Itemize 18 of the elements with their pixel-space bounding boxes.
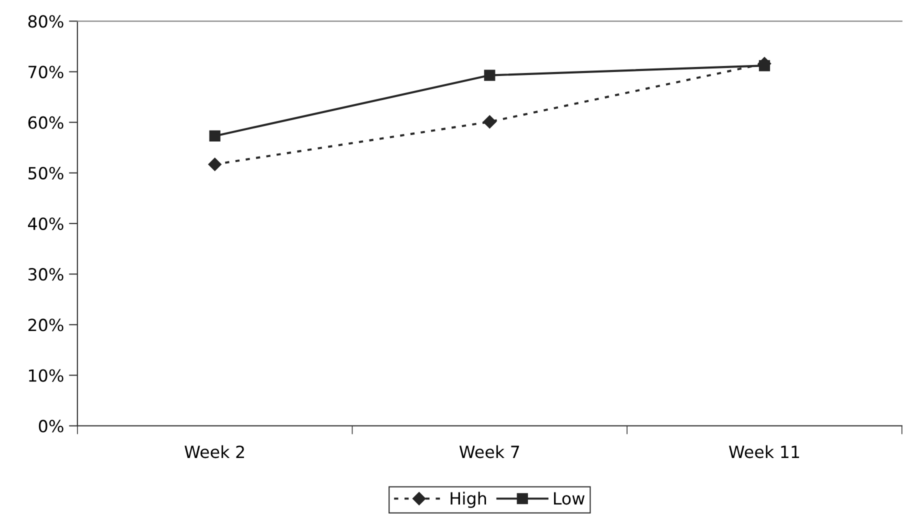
y-tick-label: 20%	[28, 318, 64, 332]
y-tick-label: 40%	[28, 217, 64, 230]
y-tick-label: 60%	[28, 116, 64, 129]
legend-label: Low	[554, 492, 585, 505]
y-tick-label: 50%	[28, 166, 64, 180]
y-tick-label: 30%	[28, 268, 64, 281]
x-tick-label: Week 2	[184, 445, 244, 458]
x-tick-label: Week 7	[459, 445, 520, 458]
point	[484, 70, 496, 81]
legend-label: High	[450, 492, 486, 508]
point	[208, 158, 222, 171]
point	[483, 115, 496, 128]
point	[209, 130, 220, 142]
x-tick-label: Week 11	[728, 445, 800, 458]
y-tick-label: 70%	[28, 66, 64, 78]
y-tick-label: 10%	[29, 369, 64, 382]
y-tick-label: 0%	[38, 420, 64, 432]
y-tick-label: 80%	[28, 15, 64, 28]
